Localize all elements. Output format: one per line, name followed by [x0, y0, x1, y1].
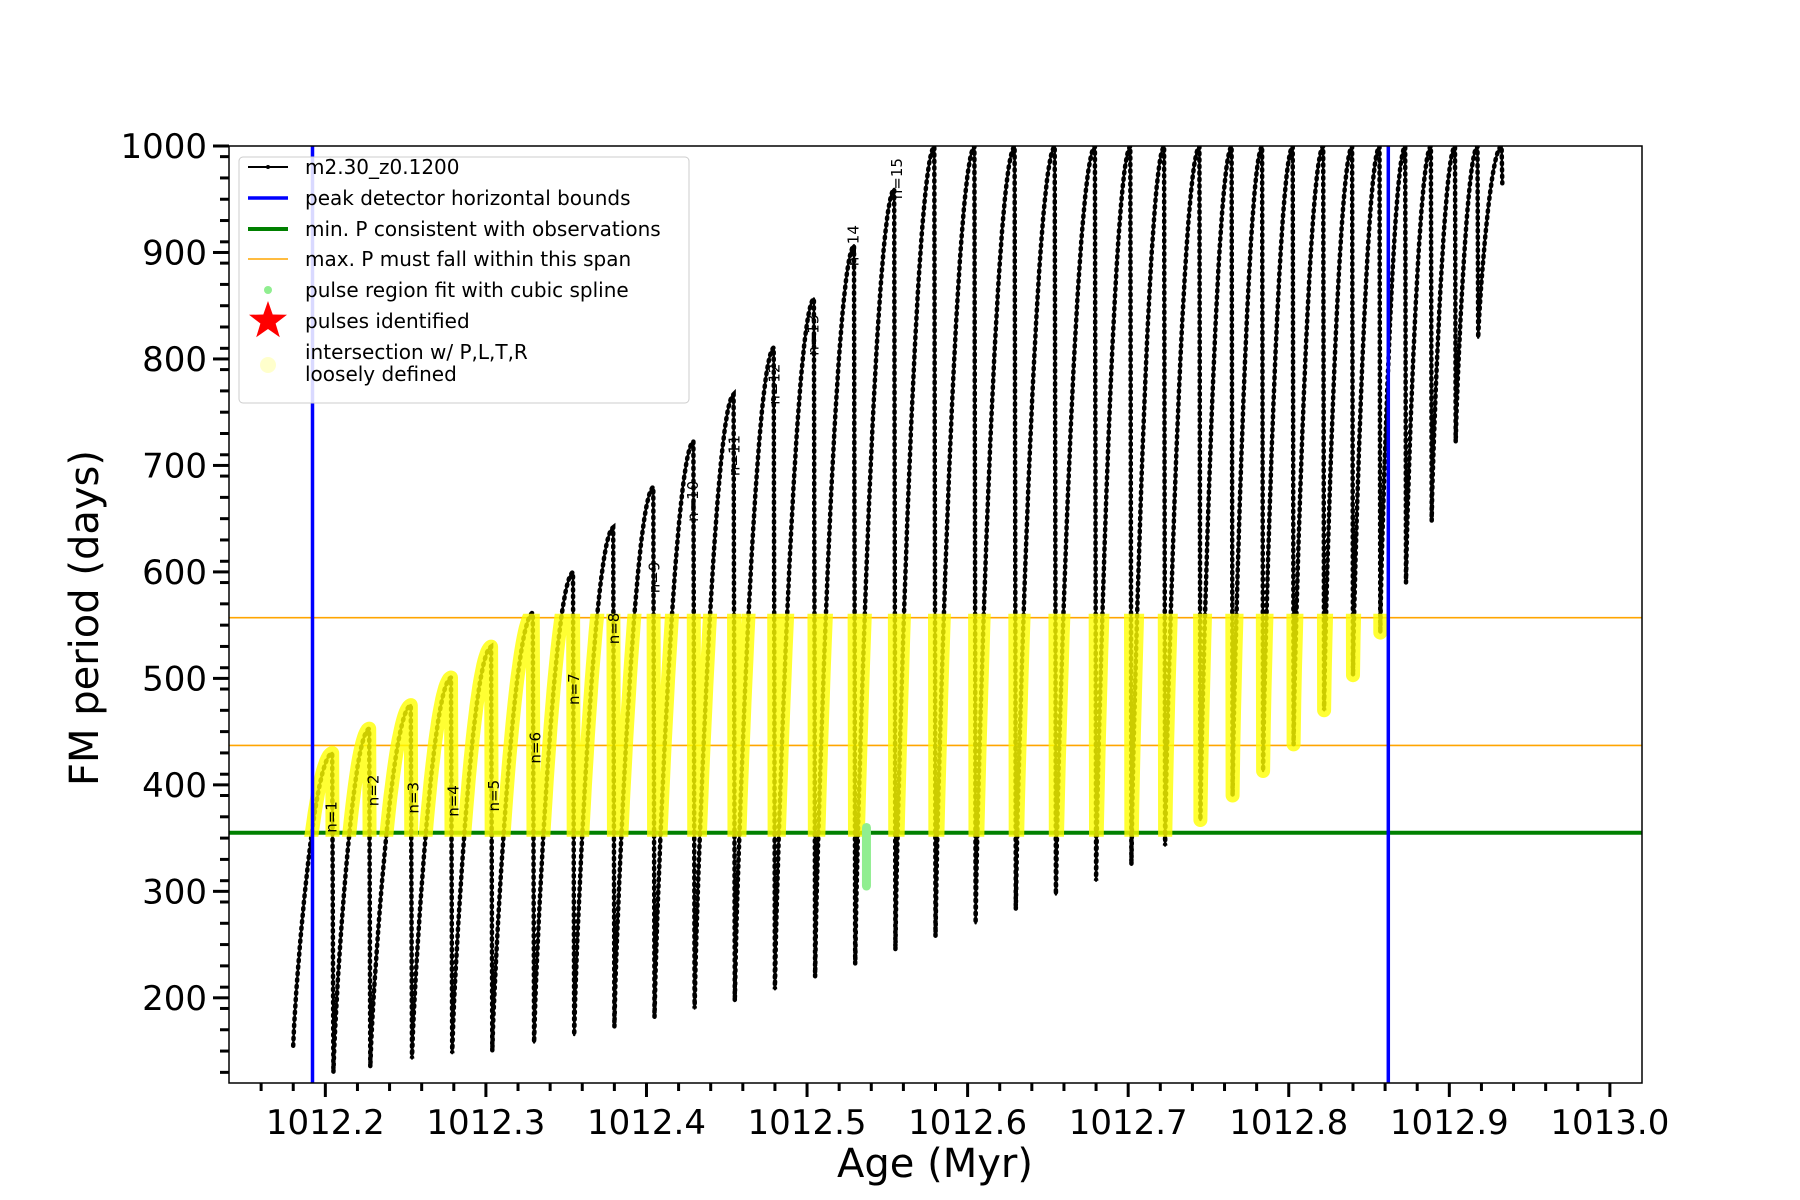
- y-tick-label-0: 200: [142, 979, 207, 1019]
- legend-swatch-spline: [264, 286, 272, 294]
- legend-label-loosely: loosely defined: [305, 362, 457, 386]
- highlight-strokes: [304, 613, 1388, 837]
- legend-label-bounds: peak detector horizontal bounds: [305, 186, 631, 210]
- pulse-label-n=8: n=8: [605, 613, 623, 645]
- x-tick-label-0: 1012.2: [266, 1103, 385, 1143]
- y-tick-label-7: 900: [142, 233, 207, 273]
- legend-label-pulses: pulses identified: [305, 309, 470, 333]
- x-tick-label-4: 1012.6: [908, 1103, 1027, 1143]
- legend-label-min-p: min. P consistent with observations: [305, 217, 661, 241]
- pulse-label-n=15: n=15: [888, 158, 906, 199]
- legend-label-track: m2.30_z0.1200: [305, 155, 460, 179]
- x-tick-label-3: 1012.5: [748, 1103, 867, 1143]
- y-tick-label-5: 700: [142, 446, 207, 486]
- y-tick-label-8: 1000: [120, 127, 207, 167]
- legend-label-spline: pulse region fit with cubic spline: [305, 278, 629, 302]
- y-tick-label-1: 300: [142, 872, 207, 912]
- pulse-label-n=10: n=10: [684, 481, 702, 522]
- pulse-label-n=5: n=5: [485, 780, 503, 812]
- x-tick-label-2: 1012.4: [587, 1103, 706, 1143]
- y-axis: 200 300 400 500 600 700 800 900 1000: [120, 127, 229, 1074]
- legend-swatch-pulses: [249, 301, 287, 338]
- pulse-label-n=1: n=1: [323, 801, 341, 833]
- y-axis-title: FM period (days): [62, 450, 108, 786]
- pulse-label-n=9: n=9: [645, 562, 663, 594]
- legend-label-max-p: max. P must fall within this span: [305, 247, 631, 271]
- x-tick-label-1: 1012.3: [426, 1103, 545, 1143]
- pulse-label-n=6: n=6: [527, 732, 545, 764]
- y-tick-label-3: 500: [142, 659, 207, 699]
- legend-box: [238, 156, 690, 404]
- pulse-label-n=13: n=13: [804, 315, 822, 356]
- pulse-label-n=14: n=14: [844, 225, 862, 266]
- pulse-label-n=12: n=12: [766, 364, 784, 405]
- pulse-label-n=2: n=2: [364, 775, 382, 807]
- y-tick-label-4: 600: [142, 553, 207, 593]
- y-tick-label-2: 400: [142, 766, 207, 806]
- x-axis: 1012.2 1012.3 1012.4 1012.5 1012.6 1012.7 1012…: [259, 1083, 1669, 1143]
- highlight-path: [304, 613, 1388, 837]
- x-tick-label-6: 1012.8: [1229, 1103, 1348, 1143]
- y-tick-label-6: 800: [142, 340, 207, 380]
- x-tick-label-5: 1012.7: [1069, 1103, 1188, 1143]
- intersection-highlights: [304, 613, 1388, 891]
- legend-label-intersection: intersection w/ P,L,T,R: [305, 340, 528, 364]
- x-axis-title: Age (Myr): [837, 1141, 1033, 1187]
- legend-swatch-track-dot: [266, 165, 270, 169]
- pulse-label-n=7: n=7: [565, 673, 583, 705]
- pulse-number-labels: n=1 n=2 n=3 n=4 n=5 n=6 n=7 n=8 n=9 n=10 n=11 n=12 n…: [323, 158, 906, 833]
- x-tick-label-7: 1012.9: [1390, 1103, 1509, 1143]
- pulse-label-n=3: n=3: [405, 782, 423, 814]
- pulse-label-n=4: n=4: [445, 785, 463, 817]
- legend-swatch-loosely: [260, 357, 276, 373]
- x-tick-label-8: 1013.0: [1550, 1103, 1669, 1143]
- pulse-label-n=11: n=11: [726, 435, 744, 476]
